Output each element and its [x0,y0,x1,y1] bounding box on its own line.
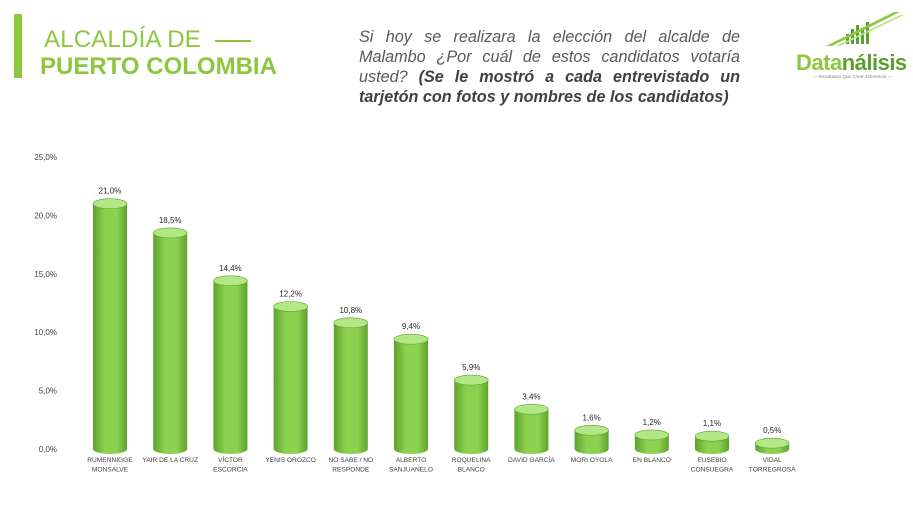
page-title-line1: ALCALDÍA DE [44,26,251,54]
logo-word-part1: Data [796,50,842,75]
x-tick-label: EUSEBIO [697,457,726,464]
bar-top [634,429,670,441]
data-label: 9,4% [402,322,420,331]
bar [333,322,368,454]
bar [574,430,609,454]
bar-top [152,227,188,239]
x-tick-label: BLANCO [458,467,485,474]
data-label: 14,4% [219,264,242,273]
y-tick-label: 20,0% [34,211,57,220]
bar-top [453,374,489,386]
bar [394,339,428,454]
x-tick-label: RUMENNIGGE [87,457,133,464]
bar [634,434,669,454]
x-tick-label: EN BLANCO [633,457,671,464]
data-label: 1,2% [643,418,661,427]
bar [454,380,489,454]
data-label: 5,9% [462,363,480,372]
y-tick-label: 0,0% [39,445,57,454]
bar-top [213,275,248,287]
x-tick-label: MORI OYOLA [571,457,613,464]
x-tick-label: CONSUEGRA [691,467,734,474]
x-tick-label: ESCORCIA [213,467,248,474]
x-tick-label: VÍCTOR [218,455,243,464]
bar-top [92,198,128,210]
data-label: 1,6% [582,413,600,422]
x-tick-label: DAVID GARCÍA [508,455,555,464]
y-tick-label: 25,0% [34,153,57,162]
logo-word-part2: nálisis [841,50,907,75]
bar-top [514,403,549,415]
y-tick-label: 15,0% [34,270,57,279]
bar-top [393,333,429,345]
x-tick-label: SANJUANELO [389,467,433,474]
bar [153,232,188,454]
x-tick-label: ALBERTO [396,457,427,464]
bar-top [273,301,308,312]
x-tick-label: RESPONDE [332,467,370,474]
logo-tagline: — Resultados Que Crean Diferencia — [813,74,892,79]
x-tick-label: MONSALVE [92,467,129,474]
data-label: 1,1% [703,419,721,428]
bar [213,280,248,454]
question-text: Si hoy se realizara la elección del alca… [359,28,740,86]
bar-top [574,425,609,436]
bar [514,409,549,454]
x-tick-label: VIDAL [763,457,782,464]
x-tick-label: ROQUELINA [452,457,491,464]
data-label: 0,5% [763,426,781,435]
logo-wordmark: Datanálisis [796,50,907,76]
y-tick-label: 10,0% [34,328,57,337]
bar [273,306,308,454]
title-rule [214,39,251,42]
bar [93,203,127,454]
data-label: 3,4% [522,392,540,401]
data-label: 18,5% [159,216,182,225]
datanalisis-logo: Datanálisis — Resultados Que Crean Difer… [796,12,908,82]
data-label: 12,2% [279,290,302,299]
x-tick-label: YENIS OROZCO [265,457,316,464]
bar-top [754,437,790,449]
bar-top [694,430,730,442]
page-title-line1-text: ALCALDÍA DE [44,26,201,53]
title-accent-bar [14,14,22,78]
page-title-line2: PUERTO COLOMBIA [40,53,277,80]
x-tick-label: NO SABE / NO [328,457,373,464]
x-tick-label: TORREGROSA [749,467,796,474]
survey-question: Si hoy se realizara la elección del alca… [359,27,740,107]
data-label: 10,8% [339,306,362,315]
y-tick-label: 5,0% [39,387,57,396]
question-note: (Se le mostró a cada entrevistado un tar… [359,68,741,106]
bar-top [333,317,369,329]
logo-graphic-icon [826,12,904,46]
bar-chart: 0,0% 5,0% 10,0% 15,0% 20,0% 25,0% 21,0% RUMENNI… [34,153,796,474]
data-label: 21,0% [99,187,122,196]
x-tick-label: YAIR DE LA CRUZ [142,457,198,464]
